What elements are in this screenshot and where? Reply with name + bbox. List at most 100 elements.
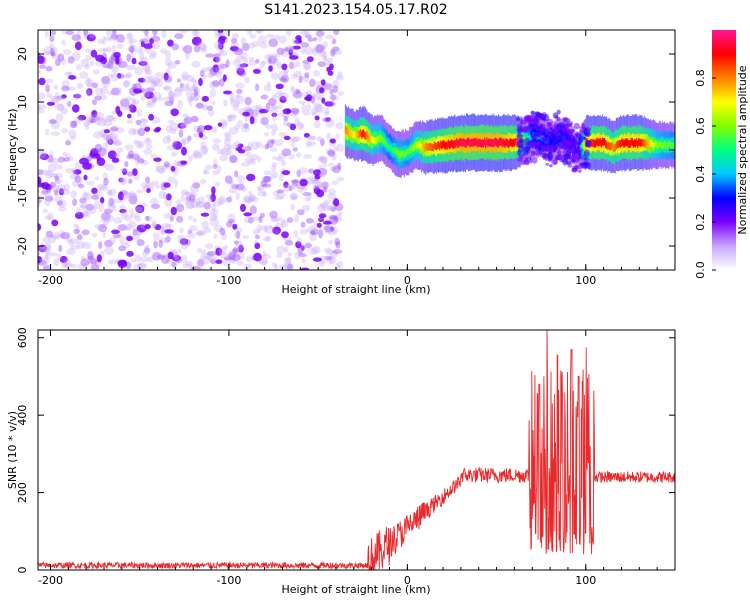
ridge-cell [582, 141, 584, 148]
noise-blob [281, 63, 288, 71]
noise-blob [327, 149, 336, 157]
noise-blob [208, 195, 213, 204]
ridge-cell [392, 147, 394, 154]
ridge-cell [598, 138, 600, 147]
noise-blob [119, 168, 128, 172]
noise-blob [148, 113, 155, 121]
noise-blob [79, 71, 89, 79]
noise-blob [58, 244, 63, 253]
noise-blob [50, 46, 58, 55]
ridge-cell [593, 139, 595, 147]
noise-blob [87, 250, 95, 258]
noise-blob [310, 228, 319, 236]
ridge-cell [619, 139, 621, 148]
noise-blob [125, 102, 135, 111]
noise-blob [89, 206, 97, 215]
noise-blob [272, 114, 277, 122]
noise-blob [128, 220, 137, 229]
noise-blob [311, 111, 317, 117]
noise-blob [325, 117, 331, 122]
noise-blob [68, 129, 77, 138]
noise-blob [294, 214, 299, 223]
noise-blob [279, 172, 284, 182]
noise-blob [334, 213, 343, 223]
noise-blob [300, 42, 310, 48]
noise-blob [295, 60, 301, 68]
ridge-cell [630, 137, 632, 146]
noise-blob [193, 30, 200, 37]
noise-blob [230, 99, 241, 107]
ridge-cell [666, 141, 668, 148]
noise-blob [144, 244, 150, 249]
ridge-cell [642, 139, 644, 147]
noise-blob [99, 94, 108, 101]
ridge-cell [662, 141, 665, 149]
noise-blob [193, 44, 201, 53]
noise-blob [166, 134, 171, 142]
noise-blob [270, 130, 277, 136]
noise-blob [299, 30, 308, 36]
noise-blob [225, 59, 230, 68]
noise-blob [174, 60, 181, 65]
noise-blob [116, 73, 122, 79]
noise-blob [49, 95, 60, 103]
ridge-cell [368, 133, 370, 141]
noise-blob [43, 46, 53, 56]
snr-x-ticks: -200 -100 0 100 [38, 330, 676, 587]
noise-blob [245, 197, 253, 204]
noise-blob [206, 105, 214, 111]
noise-blob [38, 169, 42, 176]
noise-blob [324, 228, 331, 234]
spectrogram-signal-ridge [344, 104, 675, 178]
noise-blob [124, 73, 132, 79]
noise-blob [276, 252, 283, 259]
noise-blob [262, 236, 270, 242]
noise-blob [250, 153, 260, 161]
ridge-cell [503, 138, 505, 146]
ridge-cell [412, 144, 414, 152]
noise-blob [124, 144, 134, 151]
snr-x-label: Height of straight line (km) [281, 583, 430, 596]
ridge-cell [620, 140, 622, 148]
noise-blob [200, 69, 205, 77]
ridge-cell [460, 138, 462, 147]
noise-blob [136, 189, 144, 194]
noise-blob [326, 224, 334, 234]
noise-blob [174, 257, 182, 264]
noise-blob [298, 76, 305, 81]
noise-blob [105, 214, 115, 222]
noise-blob [43, 263, 49, 270]
noise-blob [333, 198, 340, 207]
noise-blob [185, 195, 192, 201]
noise-blob [320, 157, 328, 164]
noise-blob [67, 100, 72, 107]
noise-blob [39, 257, 50, 265]
noise-blob [135, 233, 140, 242]
noise-blob [297, 185, 304, 194]
noise-blob [137, 142, 142, 148]
noise-blob [306, 135, 316, 140]
noise-blob [255, 59, 260, 64]
noise-blob [227, 114, 238, 119]
noise-blob [69, 136, 77, 141]
ridge-cell [640, 139, 642, 147]
noise-blob [335, 122, 344, 130]
ridge-cell [631, 138, 633, 146]
ridge-cell [409, 146, 411, 153]
noise-blob [73, 223, 79, 229]
noise-blob [178, 129, 184, 138]
noise-blob [188, 97, 193, 107]
ridge-cell [441, 141, 443, 150]
noise-blob [326, 100, 336, 107]
noise-blob [58, 188, 65, 196]
noise-blob [199, 145, 209, 154]
ridge-cell [575, 145, 577, 151]
noise-blob [183, 191, 193, 196]
ridge-spread [546, 122, 553, 129]
ridge-cell [362, 129, 364, 138]
noise-blob [167, 119, 175, 125]
noise-blob [128, 178, 133, 184]
noise-blob [93, 131, 103, 139]
ridge-cell [592, 139, 594, 147]
ridge-cell [658, 141, 660, 148]
